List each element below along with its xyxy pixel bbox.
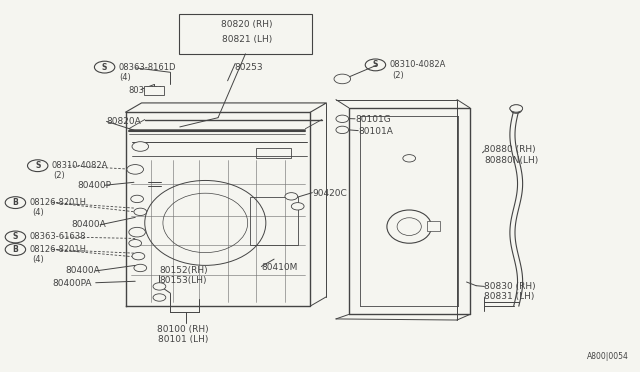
FancyBboxPatch shape [427,221,440,231]
FancyBboxPatch shape [145,86,164,95]
Text: 80410M: 80410M [261,263,298,272]
Text: 80821 (LH): 80821 (LH) [221,35,272,44]
Circle shape [510,105,523,112]
Text: 80880N(LH): 80880N(LH) [484,156,539,166]
Text: (2): (2) [393,71,404,80]
Circle shape [131,195,143,203]
Bar [250,197,298,245]
Text: 80831 (LH): 80831 (LH) [484,292,535,301]
Text: 08126-8201H: 08126-8201H [29,245,86,254]
Circle shape [153,283,166,290]
Circle shape [510,105,523,112]
Text: S: S [102,62,108,72]
Text: 08363-61638: 08363-61638 [29,232,86,241]
Circle shape [129,227,145,237]
Text: 80101G: 80101G [355,115,391,124]
Text: 80880 (RH): 80880 (RH) [484,145,536,154]
Circle shape [132,253,145,260]
Text: 80400P: 80400P [78,181,112,190]
Text: 80152(RH): 80152(RH) [159,266,208,275]
Text: B: B [13,245,19,254]
Circle shape [134,208,147,215]
Text: 08363-8161D: 08363-8161D [118,62,176,72]
Bar [256,148,291,158]
Text: 08126-8201H: 08126-8201H [29,198,86,207]
Text: 80253: 80253 [234,63,262,72]
Circle shape [134,264,147,272]
Text: S: S [13,232,18,241]
Circle shape [132,142,148,151]
Text: (4): (4) [32,254,44,264]
Text: 80100 (RH): 80100 (RH) [157,325,209,334]
Text: S: S [372,60,378,70]
Circle shape [291,203,304,210]
Circle shape [127,164,143,174]
Circle shape [129,240,141,247]
Text: 80400A: 80400A [65,266,100,275]
Circle shape [153,294,166,301]
Text: 80153(LH): 80153(LH) [159,276,207,285]
Bar [179,14,312,54]
Circle shape [336,126,349,134]
Text: 80400A: 80400A [72,220,106,229]
Text: 80820A: 80820A [106,117,141,126]
Text: B: B [13,198,19,207]
Text: (4): (4) [119,73,131,81]
Circle shape [334,74,351,84]
Text: 90420C: 90420C [312,189,347,198]
Circle shape [336,115,349,122]
Text: A800|0054: A800|0054 [587,352,629,361]
Text: 80830 (RH): 80830 (RH) [484,282,536,291]
Text: 80400PA: 80400PA [52,279,92,288]
Circle shape [403,155,415,162]
Text: (2): (2) [54,171,65,180]
Text: 80101A: 80101A [358,127,393,136]
Circle shape [285,193,298,200]
Text: 80101 (LH): 80101 (LH) [158,335,208,344]
Text: 80820 (RH): 80820 (RH) [221,20,273,29]
Text: (4): (4) [32,208,44,217]
Text: 80344M: 80344M [129,86,163,94]
Text: S: S [35,161,40,170]
Text: 08310-4082A: 08310-4082A [390,60,446,70]
Text: 08310-4082A: 08310-4082A [52,161,108,170]
